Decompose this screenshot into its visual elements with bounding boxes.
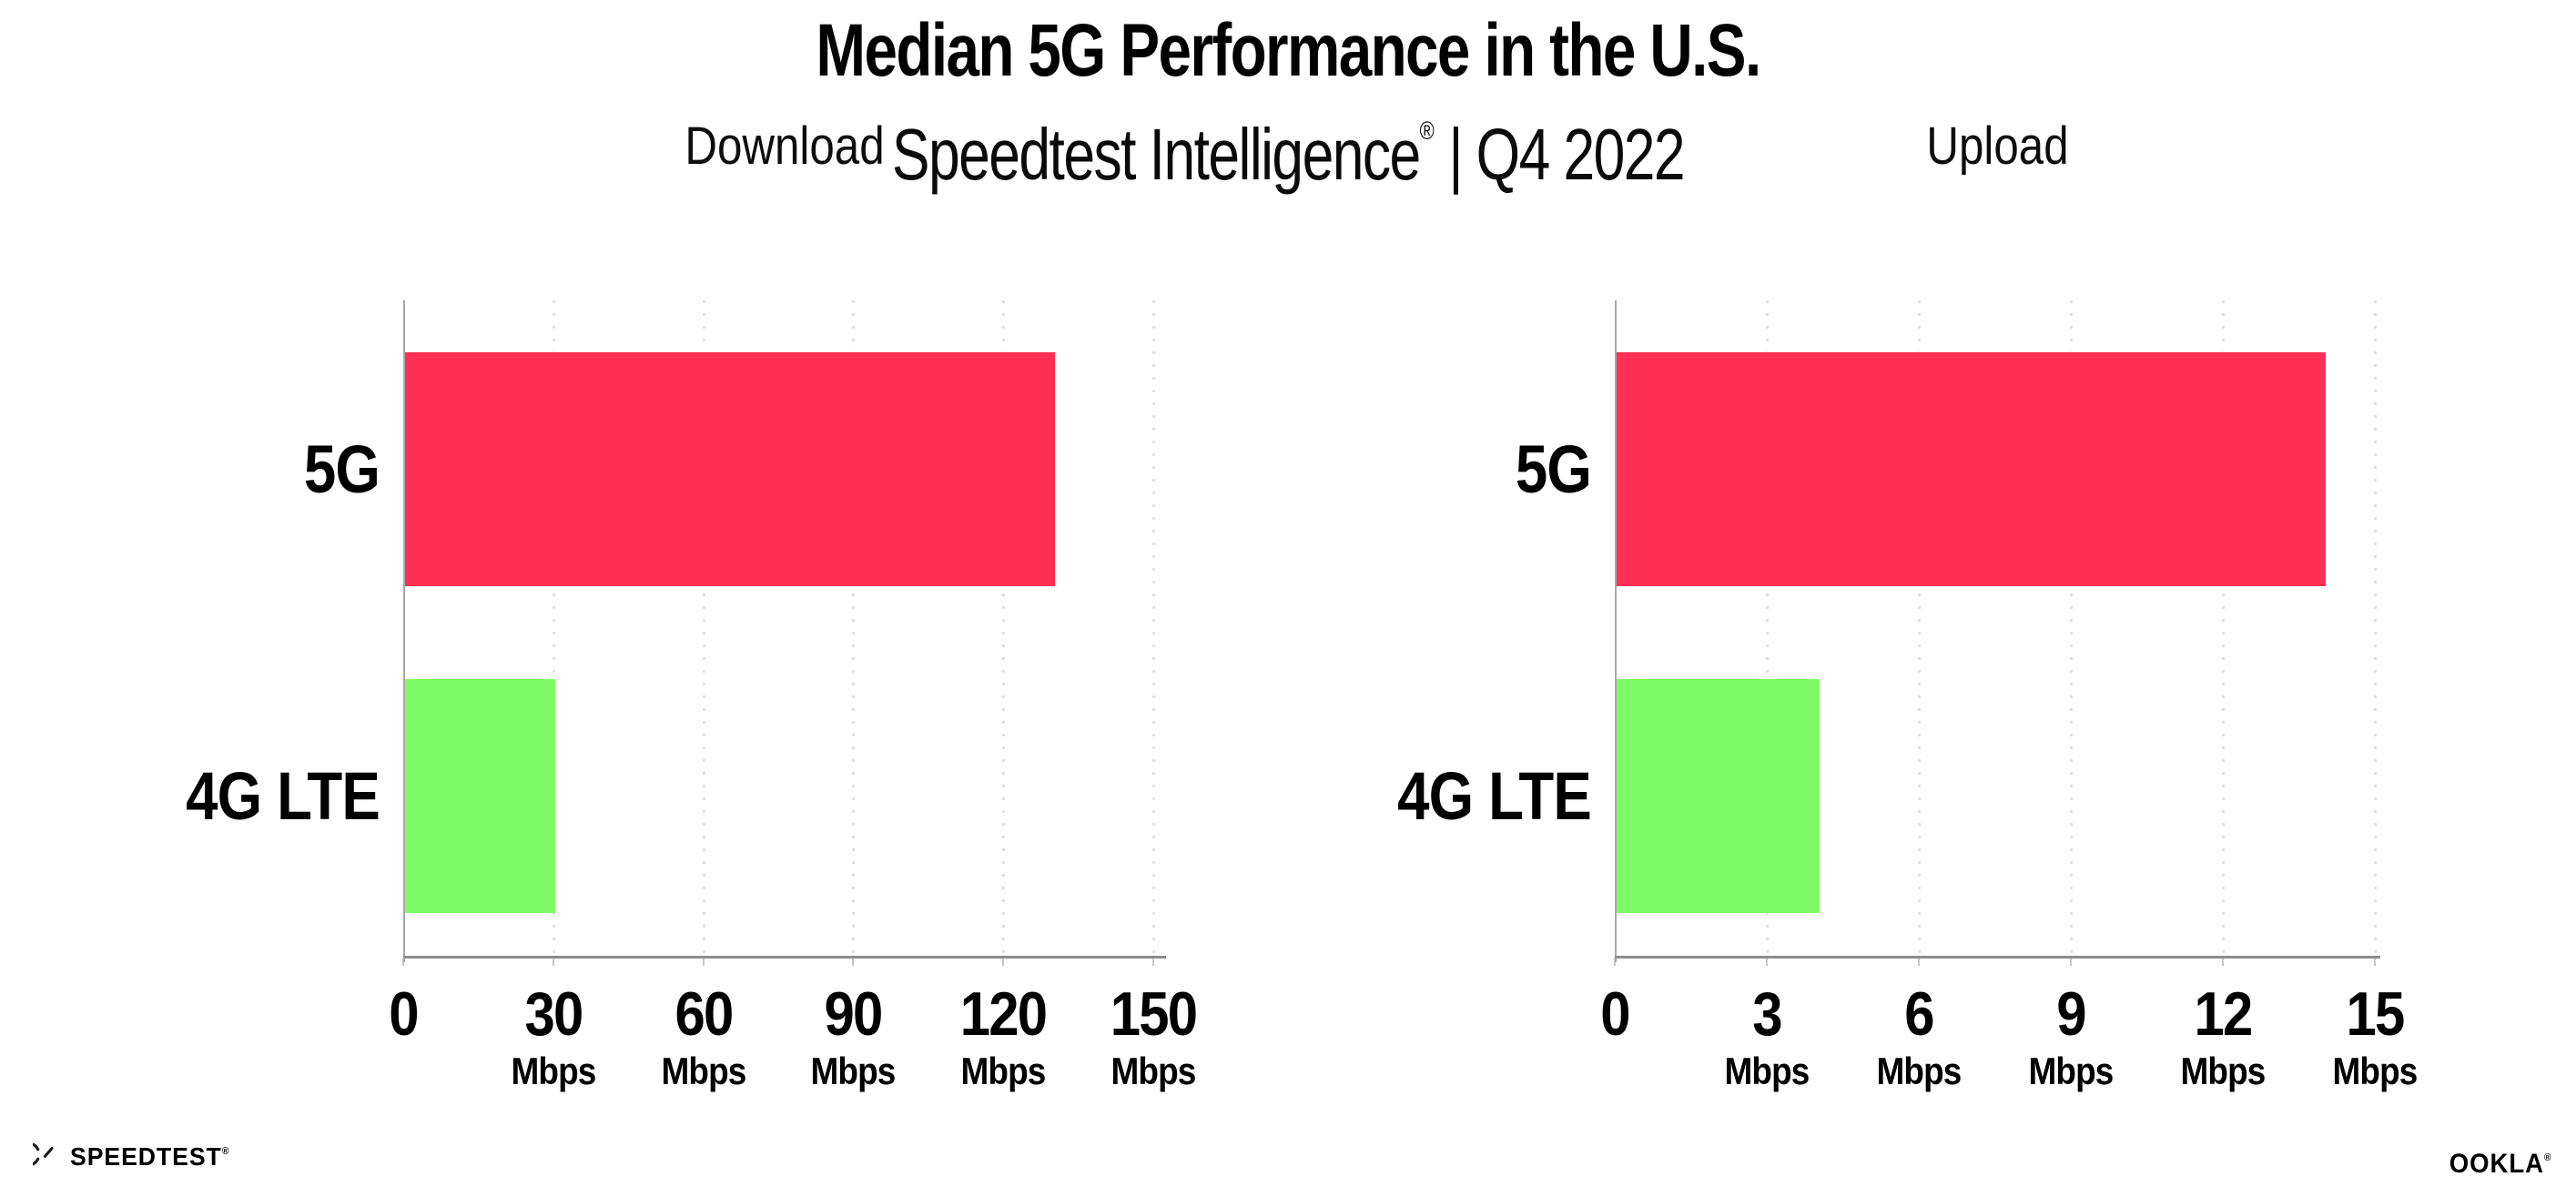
x-tick-mark-90 <box>852 959 855 966</box>
y-axis-line <box>403 300 405 962</box>
download-chart-title: Download <box>685 117 885 176</box>
category-label-5g: 5G <box>1515 431 1592 507</box>
x-tick-mark-60 <box>702 959 705 966</box>
registered-trademark-symbol: ® <box>1419 117 1435 145</box>
tick-unit-label: Mbps <box>960 1050 1047 1092</box>
page-subtitle: Speedtest Intelligence® | Q4 2022 <box>283 91 2292 195</box>
tick-value: 0 <box>1600 979 1630 1049</box>
tick-value: 60 <box>674 979 734 1049</box>
upload-chart: Upload 0 3 Mbps 6 Mbps 9 Mbps 12 Mbps 15 Mbps 5G 4G … <box>1397 117 2418 1174</box>
gridline-60 <box>702 300 705 959</box>
x-tick-mark-0 <box>1614 959 1616 966</box>
x-tick-label-12: 12 Mbps <box>2175 979 2271 1092</box>
ookla-registered-mark: ® <box>2543 1152 2551 1163</box>
tick-value: 90 <box>824 979 884 1049</box>
tick-unit-label: Mbps <box>2028 1050 2115 1092</box>
tick-value: 9 <box>2056 979 2086 1049</box>
gridline-30 <box>552 300 555 959</box>
tick-unit-label: Mbps <box>1111 1050 1197 1092</box>
speedtest-wordmark-text: SPEEDTEST <box>70 1142 222 1171</box>
gridline-12 <box>2222 300 2225 959</box>
gridline-3 <box>1766 300 1769 959</box>
gridline-15 <box>2374 300 2377 959</box>
upload-bar-5g <box>1617 352 2327 586</box>
tick-value: 0 <box>389 979 419 1049</box>
tick-unit-label: Mbps <box>511 1050 596 1092</box>
tick-value: 12 <box>2194 979 2253 1049</box>
subtitle-separator: | <box>1448 114 1463 195</box>
x-tick-mark-3 <box>1766 959 1768 966</box>
tick-value: 150 <box>1110 979 1198 1049</box>
tick-unit-label: Mbps <box>1724 1050 1810 1092</box>
category-label-4g-lte: 4G LTE <box>1397 757 1592 834</box>
subtitle-period: Q4 2022 <box>1476 114 1686 195</box>
gridline-120 <box>1002 300 1006 959</box>
x-tick-label-0: 0 <box>1598 979 1631 1049</box>
gridline-90 <box>852 300 856 959</box>
x-axis-line <box>1615 956 2380 959</box>
x-tick-mark-15 <box>2374 959 2376 966</box>
download-chart: Download 0 30 Mbps 60 Mbps 90 Mbps 120 Mbps 150 Mb… <box>186 117 1198 1174</box>
x-tick-label-6: 6 Mbps <box>1871 979 1967 1092</box>
x-tick-label-120: 120 Mbps <box>954 979 1051 1092</box>
download-plot-area <box>402 300 1166 966</box>
ookla-logo: OOKLA® <box>2449 1143 2551 1179</box>
tick-unit-label: Mbps <box>1876 1050 1962 1092</box>
x-tick-label-30: 30 Mbps <box>505 979 602 1092</box>
tick-unit-label: Mbps <box>2180 1050 2267 1092</box>
x-tick-mark-150 <box>1152 959 1154 966</box>
x-tick-label-90: 90 Mbps <box>806 979 902 1092</box>
x-tick-label-15: 15 Mbps <box>2327 979 2423 1092</box>
category-label-4g-lte: 4G LTE <box>186 757 380 834</box>
gridline-150 <box>1152 300 1155 959</box>
x-tick-label-3: 3 Mbps <box>1719 979 1815 1092</box>
x-tick-mark-0 <box>402 959 404 966</box>
x-tick-label-60: 60 Mbps <box>655 979 752 1092</box>
download-bar-5g <box>405 352 1056 586</box>
upload-plot-area <box>1614 300 2380 966</box>
tick-unit-label: Mbps <box>810 1050 897 1092</box>
tick-value: 120 <box>959 979 1048 1049</box>
x-tick-mark-9 <box>2070 959 2072 966</box>
x-tick-label-0: 0 <box>387 979 420 1049</box>
gridline-9 <box>2070 300 2073 959</box>
speedtest-logo: SPEEDTEST® <box>33 1138 238 1171</box>
category-label-5g: 5G <box>303 431 380 507</box>
x-tick-mark-6 <box>1918 959 1920 966</box>
page-title: Median 5G Performance in the U.S. <box>816 9 1761 92</box>
upload-chart-title: Upload <box>1926 117 2069 176</box>
x-tick-label-9: 9 Mbps <box>2023 979 2119 1092</box>
download-bar-4g-lte <box>405 679 555 913</box>
x-axis-line <box>403 956 1166 959</box>
tick-value: 3 <box>1752 979 1782 1049</box>
x-tick-mark-12 <box>2222 959 2224 966</box>
speedtest-gauge-icon <box>33 1142 54 1166</box>
speedtest-registered-mark: ® <box>221 1146 229 1157</box>
subtitle-product: Speedtest Intelligence <box>891 114 1421 195</box>
x-tick-mark-30 <box>552 959 554 966</box>
upload-bar-4g-lte <box>1617 679 1820 913</box>
ookla-wordmark: OOKLA <box>2449 1149 2544 1179</box>
x-tick-label-150: 150 Mbps <box>1104 979 1202 1092</box>
tick-value: 15 <box>2346 979 2405 1049</box>
y-axis-line <box>1615 300 1617 962</box>
tick-value: 30 <box>524 979 583 1049</box>
gridline-6 <box>1918 300 1921 959</box>
x-tick-mark-120 <box>1002 959 1005 966</box>
tick-unit-label: Mbps <box>2332 1050 2419 1092</box>
tick-value: 6 <box>1904 979 1934 1049</box>
tick-unit-label: Mbps <box>661 1050 746 1092</box>
speedtest-wordmark: SPEEDTEST® <box>70 1138 228 1171</box>
